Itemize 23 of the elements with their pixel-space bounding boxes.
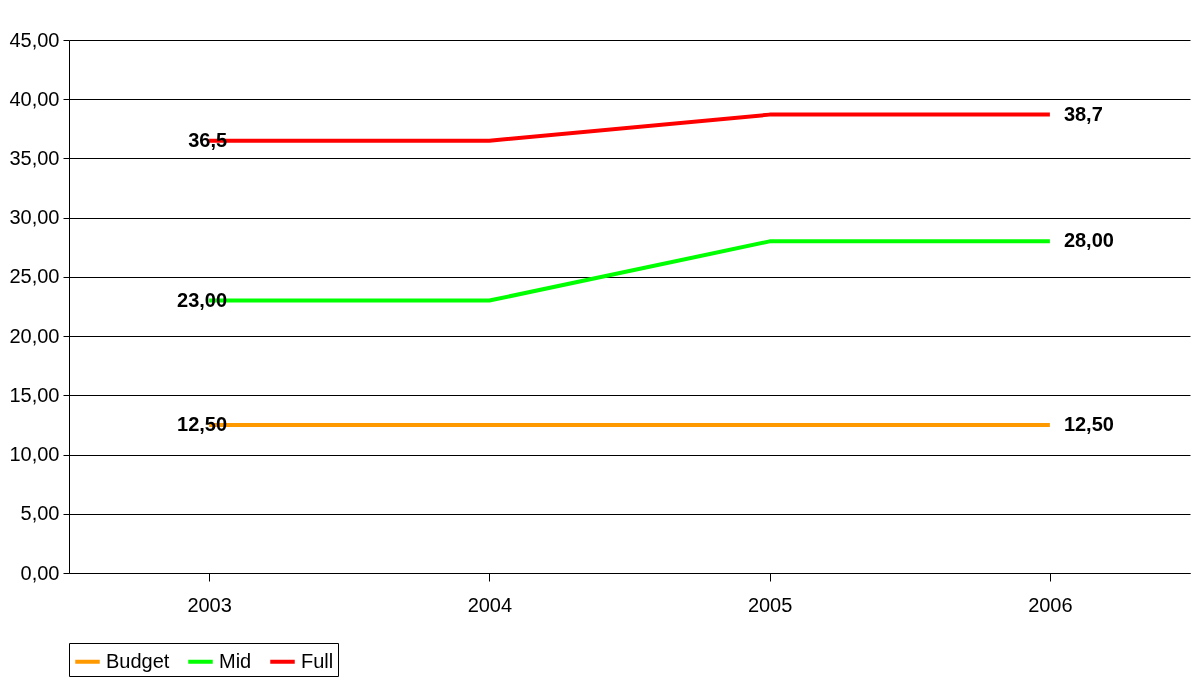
x-tick-label: 2005 [747, 593, 793, 616]
x-tick-label: 2003 [187, 593, 232, 616]
y-tick-label: 35,00 [9, 146, 60, 169]
data-label: 38,7 [1063, 102, 1103, 125]
data-label: 12,50 [177, 412, 228, 435]
y-tick-label: 30,00 [9, 206, 60, 229]
data-label: 12,50 [1063, 412, 1114, 435]
y-tick-label: 25,00 [9, 265, 60, 288]
legend-label: Full [301, 649, 334, 672]
data-label: 36,5 [188, 128, 228, 151]
x-tick-label: 2004 [467, 593, 513, 616]
data-label: 23,00 [177, 288, 228, 311]
y-tick-label: 15,00 [9, 383, 60, 406]
data-label: 28,00 [1063, 229, 1114, 252]
x-tick-label: 2006 [1028, 593, 1073, 616]
y-tick-label: 10,00 [9, 443, 60, 466]
y-tick-label: 45,00 [9, 28, 60, 51]
y-tick-label: 5,00 [20, 502, 60, 525]
legend-label: Budget [106, 649, 170, 672]
y-tick-label: 0,00 [20, 561, 60, 584]
legend-label: Mid [219, 649, 252, 672]
y-tick-label: 40,00 [9, 87, 60, 110]
y-tick-label: 20,00 [9, 324, 60, 347]
